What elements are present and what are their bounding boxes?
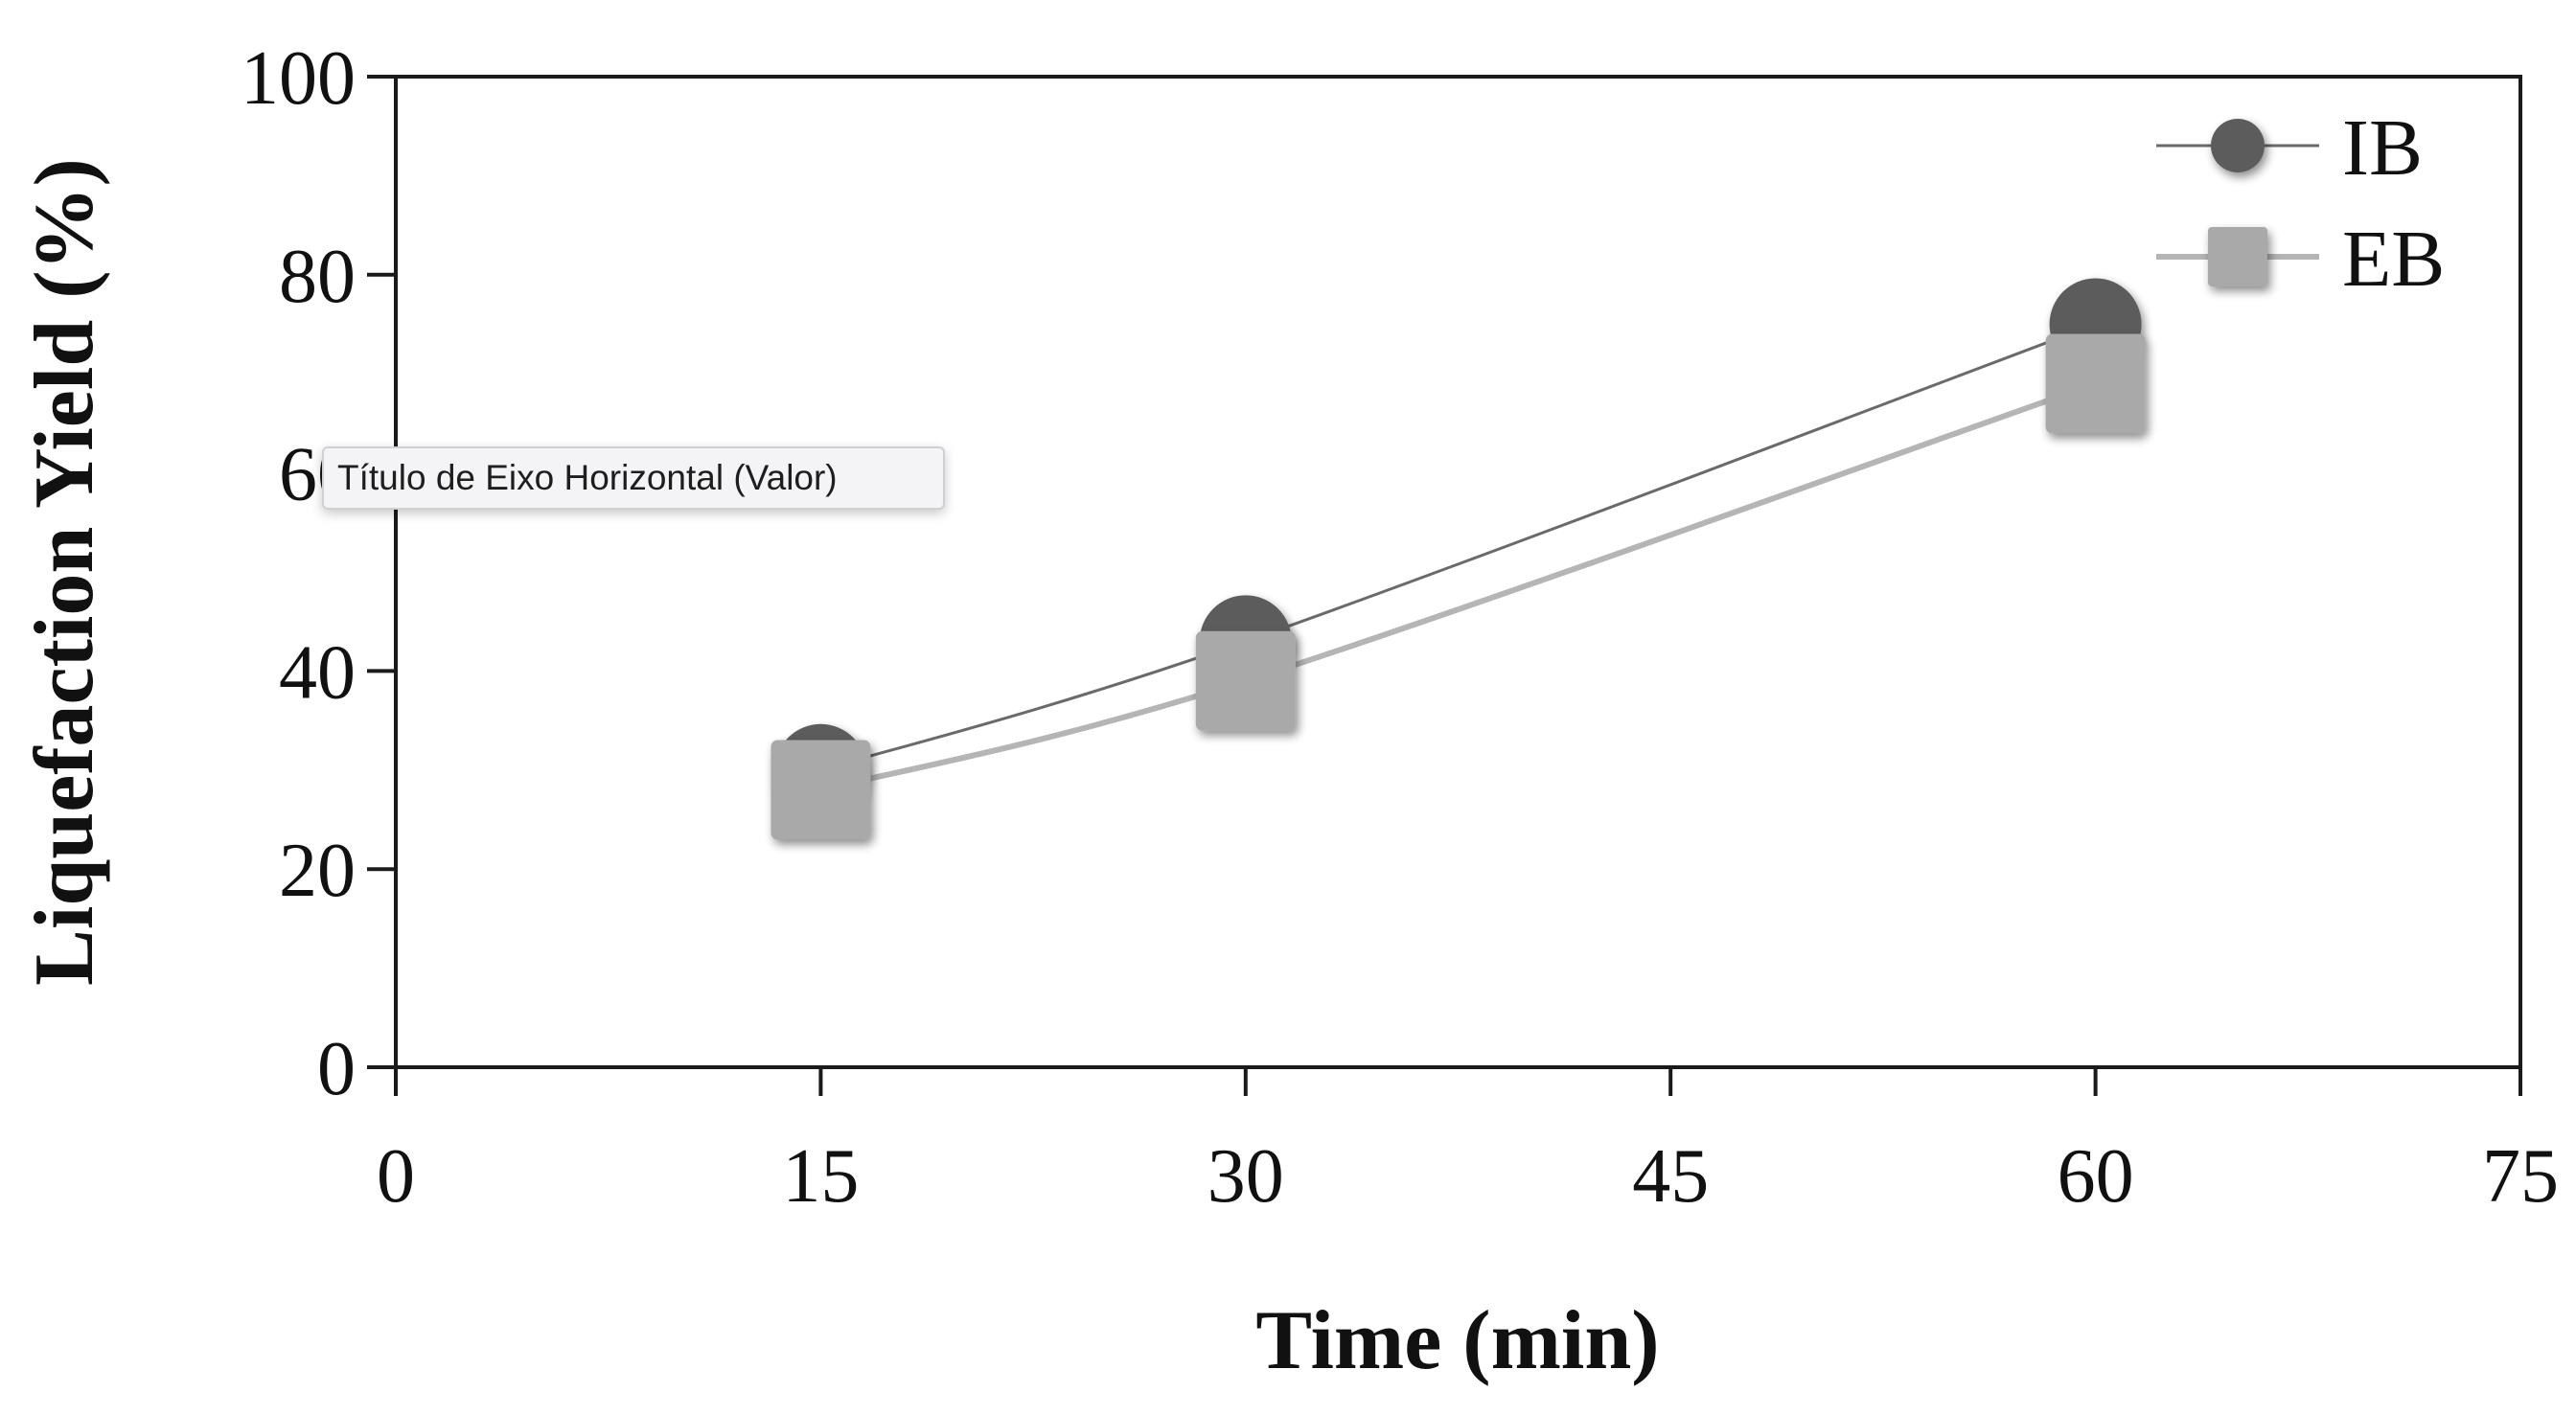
series-line-eb [819,380,2097,793]
legend-marker-eb [2208,227,2267,286]
data-point-eb [770,740,871,840]
data-point-eb [2045,333,2146,434]
plot-frame [394,75,2522,1069]
x-tick-label: 15 [782,1134,859,1219]
axis-title-tooltip: Título de Eixo Horizontal (Valor) [322,446,945,510]
tooltip-text: Título de Eixo Horizontal (Valor) [337,458,838,497]
y-tick-label: 0 [317,1027,356,1111]
legend-marker-ib [2211,119,2265,172]
y-axis-title: Liquefaction Yield (%) [18,158,111,986]
x-tick-label: 30 [1208,1134,1284,1219]
series-line-ib [819,323,2097,772]
data-point-eb [1195,630,1296,731]
y-tick-label: 100 [241,36,356,121]
x-tick-label: 45 [1632,1134,1709,1219]
y-tick-label: 40 [279,630,356,715]
x-tick-label: 60 [2058,1134,2134,1219]
x-tick-label: 75 [2482,1134,2559,1219]
x-axis-title: Time (min) [1255,1294,1659,1387]
y-tick-label: 80 [279,235,356,319]
legend-label-eb: EB [2342,215,2445,304]
legend: IB EB [2156,103,2445,304]
x-tick-label: 0 [377,1134,415,1219]
y-tick-label: 20 [279,829,356,913]
legend-label-ib: IB [2342,103,2423,193]
